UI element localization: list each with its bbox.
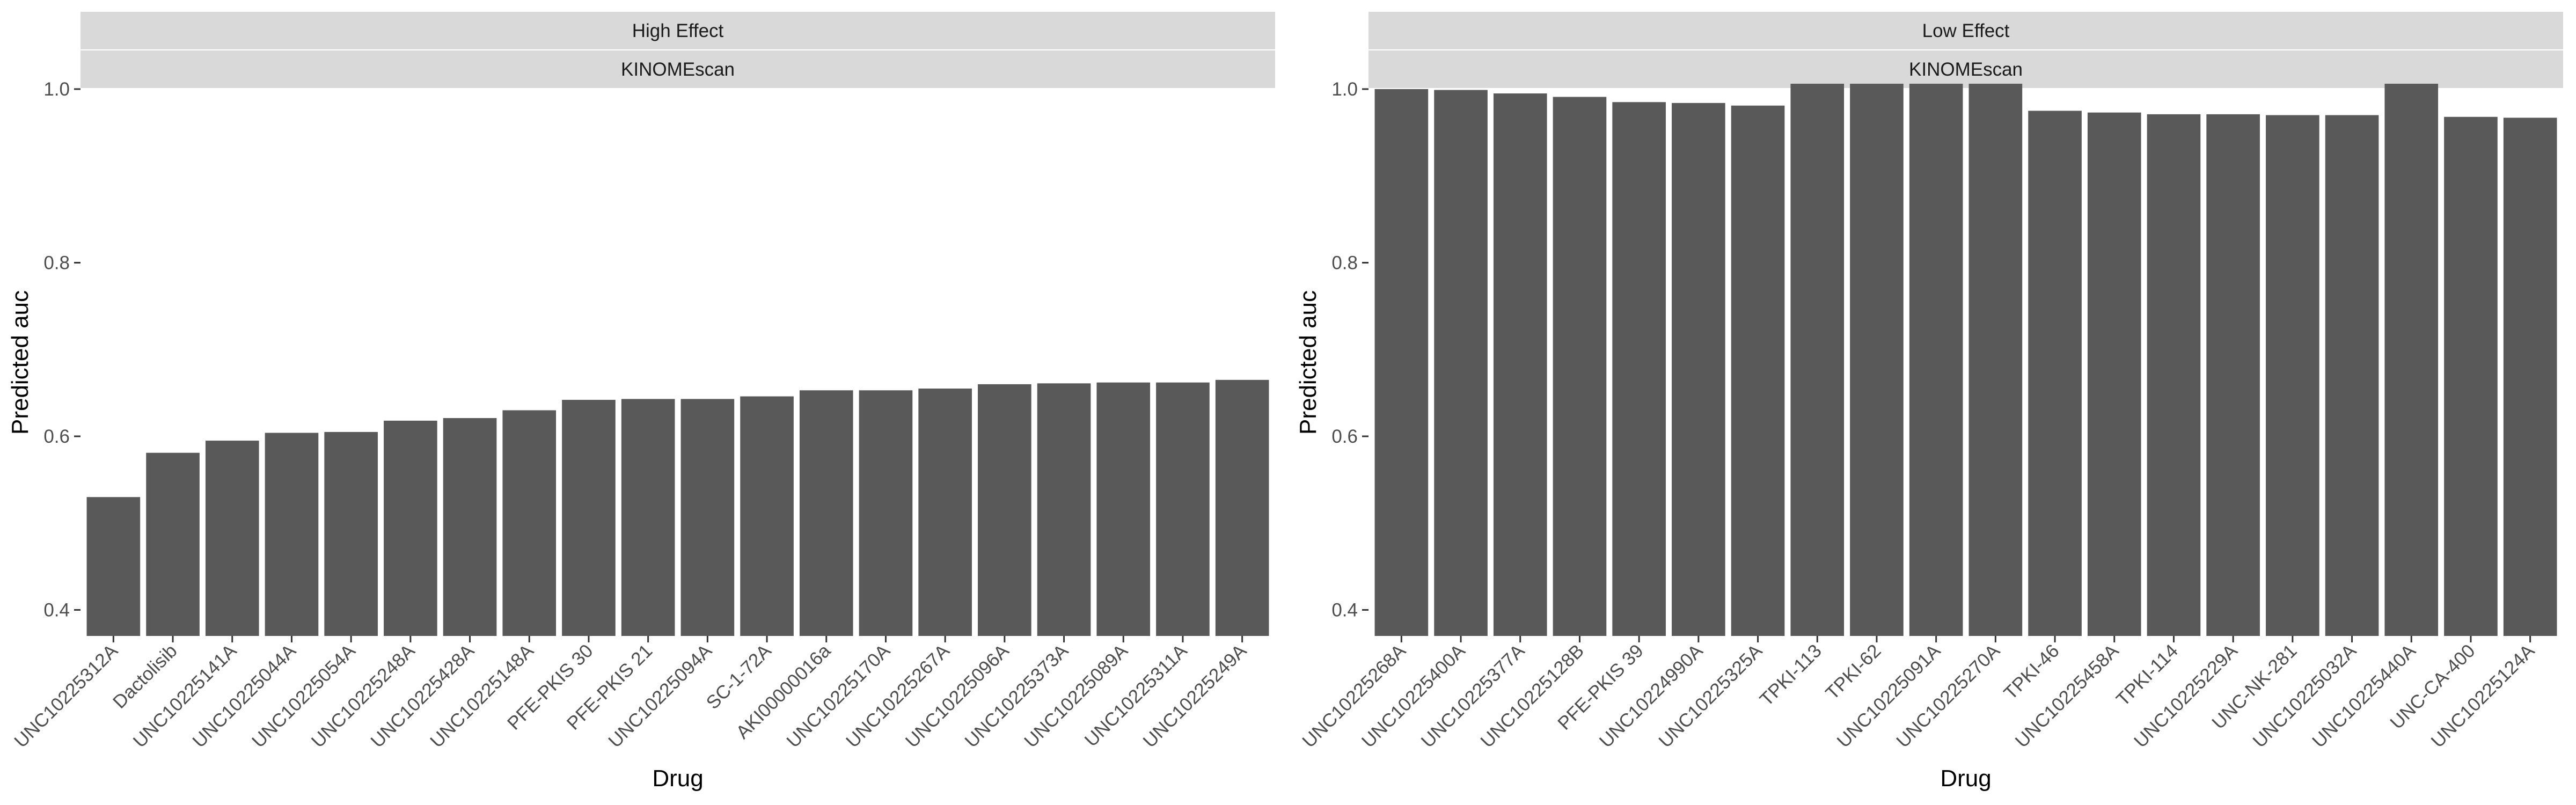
x-tick-label: UNC10225373A: [961, 640, 1072, 752]
bar: [2206, 114, 2260, 636]
y-tick-label: 0.8: [43, 252, 70, 273]
y-tick-label: 1.0: [1331, 79, 1358, 100]
x-tick-label: UNC10225044A: [188, 640, 300, 752]
x-tick-label: UNC10225400A: [1358, 640, 1469, 752]
bar: [1850, 84, 1904, 636]
x-tick-label: UNC10225268A: [1298, 640, 1410, 752]
bar: [1037, 383, 1091, 636]
bar: [2028, 111, 2082, 636]
x-tick-label: UNC10225428A: [367, 640, 478, 752]
y-axis-title: Predicted auc: [1295, 290, 1321, 435]
bar: [146, 452, 200, 636]
x-axis-title: Drug: [652, 765, 703, 792]
bar: [2266, 115, 2319, 636]
bar: [265, 433, 319, 636]
bar: [1672, 103, 1725, 636]
bar: [1374, 89, 1429, 636]
x-tick-label: UNC10225270A: [1892, 640, 2004, 752]
x-tick-label: UNC10225248A: [308, 640, 419, 752]
x-tick-label: UNC10225089A: [1020, 640, 1132, 752]
y-tick-label: 0.4: [1331, 599, 1358, 620]
y-axis-title: Predicted auc: [7, 290, 33, 435]
x-tick-label: UNC10224990A: [1596, 640, 1707, 752]
bar: [2325, 115, 2379, 636]
facet-strip-bg: [80, 12, 1275, 49]
bar: [1612, 102, 1666, 636]
bar: [324, 431, 378, 636]
bar: [1434, 90, 1488, 636]
x-tick-label: UNC10225054A: [248, 640, 360, 752]
x-tick-label: UNC10225440A: [2308, 640, 2420, 752]
bar: [799, 390, 853, 636]
x-tick-label: UNC10225148A: [426, 640, 538, 752]
y-tick-label: 0.4: [43, 599, 70, 620]
bar: [2087, 112, 2141, 636]
x-tick-label: UNC10225096A: [902, 640, 1013, 752]
bar: [384, 420, 437, 636]
bar: [502, 410, 557, 636]
bar: [2384, 84, 2439, 636]
panel-2: Low Effect KINOMEscan 0.4 0.6 0.8 1.0 UNC10225…: [1295, 12, 2563, 792]
bar: [918, 389, 972, 636]
x-tick-label: UNC10225032A: [2249, 640, 2360, 752]
facet-strip-label: High Effect: [632, 20, 724, 41]
bar: [1553, 97, 1607, 636]
x-tick-label: UNC10225124A: [2427, 640, 2538, 752]
x-tick-label: TPKI-113: [1756, 640, 1826, 710]
x-tick-label: UNC10225229A: [2130, 640, 2242, 752]
x-tick-label: UNC10225377A: [1417, 640, 1529, 752]
bar: [1968, 84, 2023, 636]
x-tick-label: UNC10225312A: [10, 640, 122, 752]
bar: [859, 390, 913, 636]
bar: [562, 400, 616, 636]
bar: [1493, 93, 1547, 636]
x-tick-label: UNC10225141A: [129, 640, 241, 752]
bar: [205, 441, 259, 636]
x-tick-label: UNC10225325A: [1655, 640, 1766, 752]
x-tick-label: UNC10225170A: [782, 640, 894, 752]
facet-strip-bg: [80, 50, 1275, 88]
panel-1: High Effect KINOMEscan 0.4 0.6 0.8 1.0 UNC1022…: [7, 12, 1275, 792]
x-tick-label: UNC10225128B: [1476, 640, 1588, 752]
bar: [443, 418, 497, 636]
x-axis-title: Drug: [1940, 765, 1991, 792]
bar: [1156, 382, 1210, 636]
bar: [978, 384, 1031, 636]
x-tick-label: UNC10225091A: [1833, 640, 1944, 752]
y-tick-label: 0.6: [1331, 426, 1358, 447]
facet-strip-bg: [1368, 12, 2563, 49]
y-tick-label: 0.8: [1331, 252, 1358, 273]
bar: [680, 399, 735, 636]
x-tick-label: UNC10225458A: [2011, 640, 2123, 752]
x-tick-label: UNC10225311A: [1081, 640, 1191, 751]
x-tick-label: UNC10225267A: [842, 640, 954, 752]
bar: [2503, 118, 2557, 636]
bar: [1909, 84, 1963, 636]
bar: [2444, 116, 2498, 636]
bar: [86, 497, 141, 636]
x-tick-label: UNC10225094A: [604, 640, 716, 752]
facet-strip-label: KINOMEscan: [1909, 59, 2023, 80]
facet-strip-label: KINOMEscan: [621, 59, 735, 80]
bar: [740, 396, 794, 636]
bar: [1731, 105, 1785, 636]
bar: [1096, 382, 1151, 636]
bar: [1790, 84, 1845, 636]
bar: [2147, 114, 2201, 636]
x-tick-label: UNC10225249A: [1139, 640, 1250, 752]
facet-strip-label: Low Effect: [1922, 20, 2010, 41]
bar: [1215, 379, 1269, 636]
facet-strip-bg: [1368, 50, 2563, 88]
y-tick-label: 0.6: [43, 426, 70, 447]
y-tick-label: 1.0: [43, 79, 70, 100]
bar: [621, 399, 675, 636]
